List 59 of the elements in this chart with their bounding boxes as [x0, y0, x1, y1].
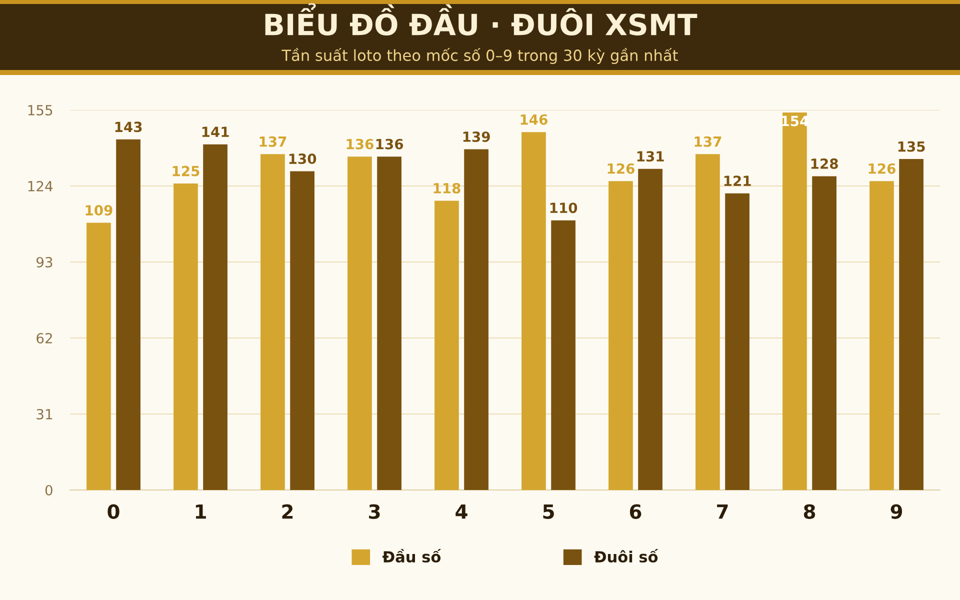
bar [116, 139, 140, 490]
bar [522, 132, 546, 490]
bar [812, 176, 836, 490]
bar [174, 184, 198, 490]
data-label: 125 [172, 166, 200, 176]
y-tick-label: 62 [36, 332, 52, 344]
data-label: 136 [376, 138, 404, 150]
data-label: 126 [608, 163, 634, 174]
y-tick-label: 0 [45, 484, 52, 496]
y-tick-label: 93 [36, 256, 52, 268]
data-label: 131 [637, 151, 664, 162]
bar [725, 193, 750, 490]
data-label: 135 [898, 141, 925, 152]
x-tick-label: 5 [543, 504, 554, 519]
data-label: 109 [86, 205, 112, 216]
data-label: 137 [260, 136, 286, 147]
x-tick-label: 2 [282, 504, 293, 519]
bar [203, 144, 228, 490]
data-label: 146 [520, 114, 548, 125]
y-tick-label: 31 [36, 408, 52, 420]
chart-title: BIỂU ĐỒ ĐẦU · ĐUÔI XSMT [265, 3, 698, 36]
data-label: 139 [463, 131, 490, 142]
bar [782, 112, 807, 490]
data-label: 143 [115, 122, 142, 132]
data-label: 136 [346, 138, 374, 150]
chart-subtitle: Tần suất loto theo mốc số 0–9 trong 30 kỳ gần nhất [282, 48, 678, 64]
bar [638, 168, 662, 490]
data-label: 141 [202, 126, 229, 137]
x-tick-label: 1 [196, 504, 206, 519]
data-label: 110 [550, 202, 578, 214]
x-tick-label: 7 [717, 504, 728, 519]
bar [696, 154, 720, 490]
data-label: 121 [724, 176, 751, 186]
bar [870, 181, 894, 490]
bar [434, 200, 459, 490]
legend-label: Đầu số [382, 548, 442, 563]
data-label: 137 [694, 136, 722, 147]
bar [260, 154, 285, 490]
y-tick-label: 155 [28, 105, 52, 116]
bar [348, 156, 372, 490]
x-tick-label: 8 [804, 504, 816, 519]
x-tick-label: 9 [890, 504, 902, 519]
x-tick-label: 3 [369, 504, 380, 519]
y-tick-label: 124 [28, 180, 53, 192]
bar [464, 149, 488, 490]
data-label: 130 [289, 154, 316, 164]
x-tick-label: 4 [456, 504, 468, 519]
x-tick-label: 0 [108, 504, 120, 519]
data-label: 126 [868, 163, 896, 174]
bar [608, 181, 633, 490]
bar [377, 156, 402, 490]
bar [86, 222, 111, 490]
data-label: 128 [811, 158, 838, 169]
bar [290, 171, 314, 490]
x-tick-label: 6 [630, 504, 642, 519]
bar [551, 220, 576, 490]
bar [899, 159, 924, 490]
data-label: 118 [434, 182, 460, 194]
legend-label: Đuôi số [594, 548, 658, 563]
